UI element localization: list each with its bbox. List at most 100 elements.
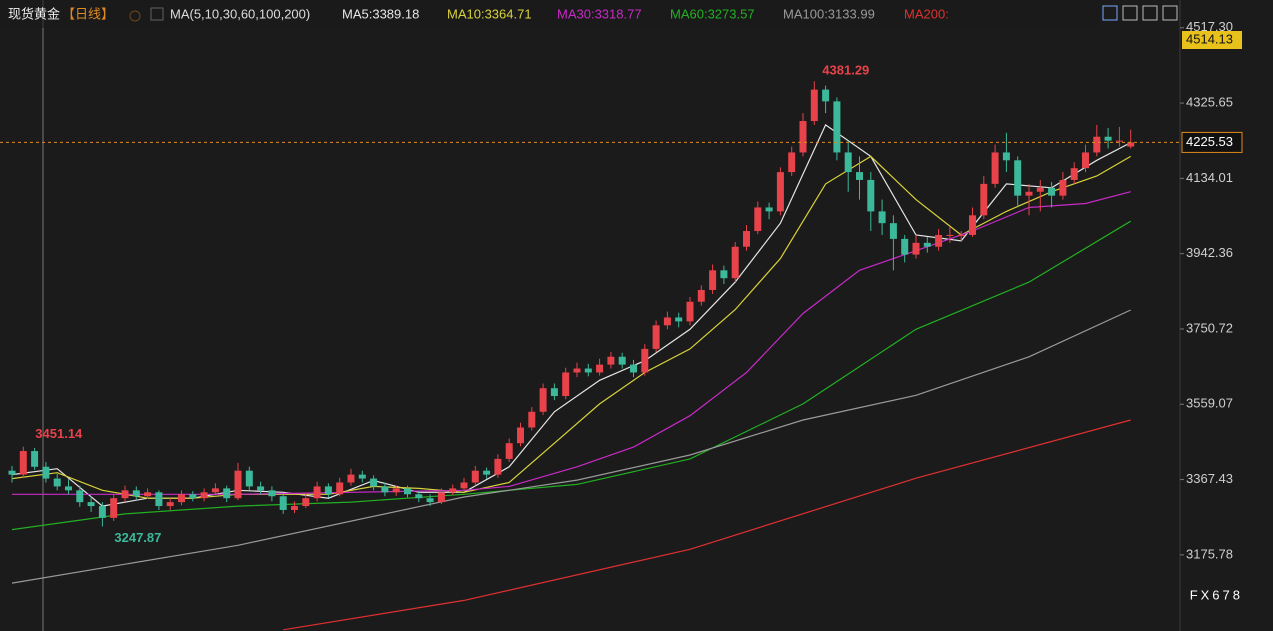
last-price-box (1181, 131, 1243, 153)
candle-body (1070, 168, 1078, 180)
candle-body (844, 152, 852, 173)
candle-body (87, 502, 95, 507)
y-tick-label: 4325.65 (1186, 95, 1233, 110)
candle-body (596, 364, 604, 373)
candle-body (53, 478, 61, 487)
marker-box (1182, 31, 1242, 49)
candle-body (65, 486, 72, 491)
extreme-label: 3451.14 (35, 426, 83, 441)
y-tick-label: 3942.36 (1186, 245, 1233, 260)
candle-body (889, 223, 897, 239)
candle-body (426, 498, 434, 503)
y-tick-label: 3175.78 (1186, 546, 1233, 561)
candle-body (573, 368, 581, 373)
ma-line (11, 220, 1132, 531)
candle-body (279, 496, 287, 510)
header-bg (0, 0, 1100, 28)
candle-body (867, 179, 875, 212)
candle-body (211, 488, 219, 493)
candle-body (291, 506, 298, 510)
candle-body (178, 494, 185, 503)
candle-body (449, 488, 457, 493)
candle-body (969, 215, 976, 235)
candle-body (76, 490, 84, 503)
candle-body (776, 172, 784, 212)
y-tick-label: 4517.30 (1186, 19, 1233, 34)
candle-body (686, 301, 694, 322)
candle-body (223, 488, 231, 499)
candle-body (189, 494, 197, 499)
legend-entry: MA100:3133.99 (783, 6, 875, 21)
candle-body (550, 388, 558, 397)
candle-body (144, 492, 152, 497)
ma-line (11, 123, 1131, 507)
candle-body (1025, 191, 1033, 196)
header-title: 现货黄金 (8, 6, 60, 21)
candle-body (901, 238, 909, 255)
icon[interactable] (1162, 5, 1178, 21)
candle-body (370, 478, 378, 487)
candle-body (810, 89, 818, 122)
candle-body (1002, 152, 1010, 161)
candle-body (957, 234, 965, 236)
extreme-label: 3247.87 (114, 530, 161, 545)
candle-body (132, 490, 140, 497)
candle-body (946, 234, 954, 236)
candle-body (675, 317, 683, 322)
candle-body (1059, 179, 1067, 196)
candle-body (663, 317, 671, 326)
icon[interactable] (1142, 5, 1158, 21)
y-tick-label: 3750.72 (1186, 320, 1233, 335)
candle-body (630, 364, 637, 373)
candle-body (1048, 187, 1056, 196)
candle-body (618, 356, 626, 365)
candles (8, 81, 1135, 527)
candle-body (1093, 136, 1101, 153)
candle-body (268, 490, 276, 497)
legend-entry: MA5:3389.18 (342, 6, 419, 21)
ma-label: MA(5,10,30,60,100,200) (170, 6, 310, 21)
last-price-label: 4225.53 (1186, 134, 1233, 149)
candle-body (483, 470, 491, 475)
candle-body (110, 498, 118, 518)
candle-body (31, 451, 39, 467)
candle-body (731, 246, 739, 279)
candle-body (923, 242, 931, 247)
candle-body (98, 506, 106, 518)
candle-body (1082, 152, 1089, 169)
candle-body (991, 152, 999, 184)
candle-body (437, 492, 445, 503)
candle-body (788, 152, 796, 173)
candle-body (1104, 136, 1112, 141)
candle-body (641, 348, 649, 373)
icon[interactable] (1102, 5, 1118, 21)
candle-body (505, 443, 513, 459)
candle-body (8, 470, 16, 475)
marker-label: 4514.13 (1186, 31, 1233, 46)
candle-body (347, 474, 355, 483)
candle-body (720, 270, 728, 279)
candle-body (1036, 187, 1044, 192)
candle-body (743, 231, 750, 247)
candle-body (494, 458, 502, 475)
candle-body (697, 289, 705, 302)
candle-body (245, 470, 253, 487)
candle-body (539, 388, 547, 412)
candle-body (155, 492, 163, 507)
candle-body (460, 482, 468, 489)
candle-body (980, 183, 988, 216)
candle-body (166, 502, 174, 507)
candle-body (121, 490, 129, 499)
candle-body (1014, 160, 1022, 196)
candle-body (415, 494, 423, 499)
candle-body (358, 474, 366, 479)
candle-body (935, 234, 943, 247)
icon[interactable] (1122, 5, 1138, 21)
candle-body (833, 101, 841, 153)
candle-body (652, 325, 660, 349)
legend-entry: MA10:3364.71 (447, 6, 532, 21)
candle-body (381, 486, 389, 493)
legend-entry: MA60:3273.57 (670, 6, 755, 21)
candle-body (912, 242, 920, 255)
